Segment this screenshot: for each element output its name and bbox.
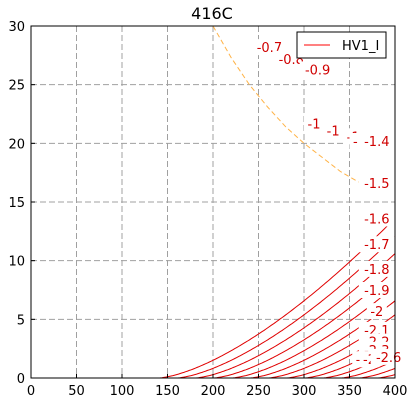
curve-label-background (358, 175, 395, 192)
y-tick-label: 10 (8, 255, 25, 270)
plate-curve (31, 327, 395, 378)
y-tick-label: 25 (8, 79, 25, 94)
plate-curve (31, 235, 395, 378)
power-limit-curve (212, 26, 359, 183)
curve-label: -1.9 (364, 284, 389, 299)
plate-curve (31, 269, 395, 378)
plate-curve (31, 285, 395, 378)
curve-label: -1.8 (364, 263, 389, 278)
x-tick-label: 150 (155, 384, 180, 399)
plate-curve (31, 350, 395, 378)
curve-label-background (323, 122, 344, 139)
curve-label: -1.6 (364, 212, 389, 227)
x-axis-ticks: 0 50 100 150 200 250 300 350 400 (27, 374, 408, 399)
plate-curve (31, 300, 395, 378)
y-axis-ticks: 0 5 10 15 20 25 30 (8, 20, 35, 387)
legend: HV1_I (296, 31, 387, 59)
grid-lines (31, 26, 395, 378)
curve-label: -1.5 (364, 177, 389, 192)
y-tick-label: 15 (8, 196, 25, 211)
x-tick-label: 250 (246, 384, 271, 399)
plate-curve (31, 217, 395, 378)
y-tick-label: 30 (8, 20, 25, 35)
curve-label-background (304, 115, 325, 132)
curve-label-background (299, 61, 336, 78)
curve-label-background (358, 132, 395, 149)
curve-label-background (358, 236, 395, 253)
y-tick-label: 5 (17, 313, 25, 328)
x-tick-label: 0 (27, 384, 35, 399)
x-tick-label: 350 (337, 384, 362, 399)
plate-curve (31, 339, 395, 378)
x-tick-label: 200 (201, 384, 226, 399)
y-tick-label: 20 (8, 137, 25, 152)
curve-labels: -0.7-0.8-0.9-1-1-1-1-1.4-1.5-1.6-1.7-1.8… (251, 39, 407, 368)
curve-label-background (358, 210, 395, 227)
curve-label: -1.4 (364, 135, 389, 150)
x-tick-label: 50 (68, 384, 85, 399)
curve-label-background (358, 260, 395, 277)
x-tick-label: 300 (292, 384, 317, 399)
x-tick-label: 100 (110, 384, 135, 399)
legend-label: HV1_I (342, 39, 379, 54)
curve-label-background (366, 303, 387, 320)
curve-label: -2 (370, 305, 383, 320)
curve-label: -1 (327, 124, 340, 139)
power-limit-line (212, 26, 359, 183)
curve-label-background (370, 348, 407, 365)
x-tick-label: 400 (383, 384, 408, 399)
y-tick-label: 0 (17, 372, 25, 387)
curve-label: -0.9 (305, 63, 330, 78)
curve-label: -1.7 (364, 238, 389, 253)
plate-curve (31, 314, 395, 378)
curve-label-background (358, 282, 395, 298)
curve-label: -1 (308, 117, 321, 132)
chart-title: 416C (191, 4, 233, 23)
curve-label: -2.6 (376, 351, 401, 366)
